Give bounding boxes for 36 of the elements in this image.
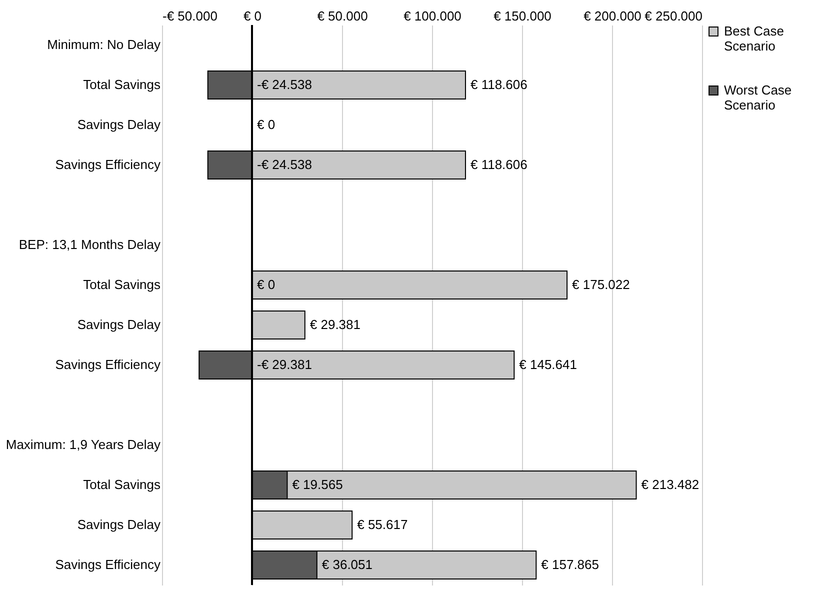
y-tick-label: Savings Delay — [77, 517, 161, 532]
y-tick-label: Savings Efficiency — [55, 157, 161, 172]
y-tick-label: Total Savings — [83, 277, 161, 292]
data-label: € 29.381 — [310, 317, 360, 332]
y-tick-label: Savings Efficiency — [55, 557, 161, 572]
data-label: € 145.641 — [519, 357, 577, 372]
data-label: € 118.606 — [470, 77, 528, 92]
data-label: € 157.865 — [541, 557, 599, 572]
x-tick-label: € 150.000 — [494, 8, 552, 24]
x-tick-label: € 200.000 — [584, 8, 642, 24]
data-label: € 0 — [257, 277, 276, 292]
y-tick-label: Maximum: 1,9 Years Delay — [6, 437, 161, 452]
y-tick-label: Savings Efficiency — [55, 357, 161, 372]
y-tick-label: Total Savings — [83, 477, 161, 492]
legend-label: Best Case Scenario — [724, 24, 784, 54]
data-label: -€ 29.381 — [257, 357, 312, 372]
legend-label: Worst Case Scenario — [724, 82, 792, 112]
data-label: € 19.565 — [292, 477, 343, 492]
x-tick-label: € 250.000 — [644, 8, 702, 24]
data-label: -€ 24.538 — [257, 157, 312, 172]
x-tick-label: € 50.000 — [317, 8, 368, 24]
x-tick-label: € 100.000 — [404, 8, 462, 24]
y-tick-label: Savings Delay — [77, 317, 161, 332]
data-label: € 55.617 — [357, 517, 408, 532]
data-label: € 118.606 — [470, 157, 528, 172]
x-tick-label: € 0 — [243, 8, 262, 24]
data-label: € 175.022 — [572, 277, 630, 292]
y-tick-label: Minimum: No Delay — [47, 37, 161, 52]
y-tick-label: Total Savings — [83, 77, 161, 92]
data-label: € 213.482 — [641, 477, 700, 492]
y-tick-label: Savings Delay — [77, 117, 161, 132]
y-tick-label: BEP: 13,1 Months Delay — [18, 237, 161, 252]
data-label: € 0 — [257, 117, 276, 132]
data-label: € 36.051 — [322, 557, 372, 572]
data-label: -€ 24.538 — [257, 77, 312, 92]
x-tick-label: -€ 50.000 — [162, 8, 218, 24]
